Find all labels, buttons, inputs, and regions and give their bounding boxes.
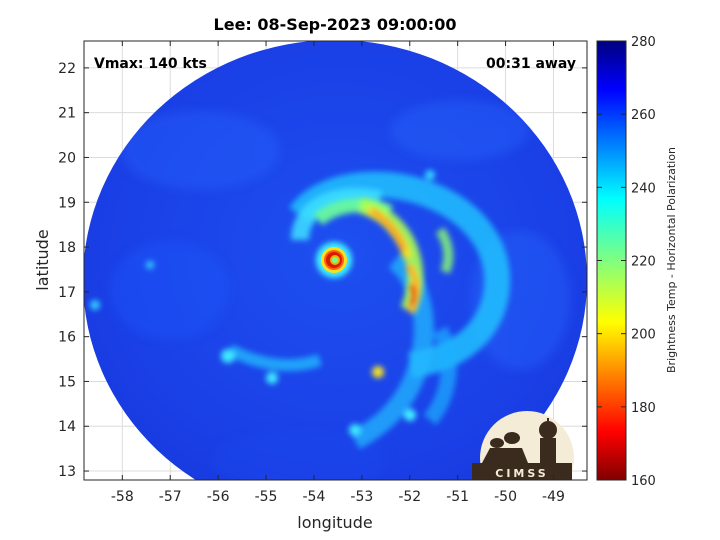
y-axis-label: latitude: [33, 229, 52, 290]
y-tick-label: 22: [58, 61, 76, 77]
x-tick-label: -49: [542, 489, 565, 505]
x-axis-label: longitude: [297, 513, 372, 532]
vmax-label: Vmax: 140 kts: [94, 56, 207, 72]
x-tick-label: -56: [207, 489, 230, 505]
colorbar-tick-label: 260: [631, 108, 656, 123]
colorbar-tick-label: 280: [631, 35, 656, 50]
x-tick-label: -52: [398, 489, 421, 505]
inner-rain-band: [313, 197, 454, 378]
brightness-temp-swath: [84, 41, 587, 480]
y-tick-label: 15: [58, 374, 76, 390]
y-tick-label: 17: [58, 285, 76, 301]
colorbar-tick-label: 240: [631, 181, 656, 196]
colorbar-ticks: 280 260 240 220 200 180 160: [597, 35, 656, 489]
x-tick-label: -51: [446, 489, 469, 505]
y-tick-label: 14: [58, 419, 76, 435]
y-tick-label: 13: [58, 464, 76, 480]
y-tick-label: 19: [58, 195, 76, 211]
time-offset-label: 00:31 away: [486, 56, 576, 72]
storm-eye: [316, 242, 352, 278]
x-tick-label: -50: [494, 489, 517, 505]
x-tick-label: -55: [255, 489, 278, 505]
y-tick-label: 18: [58, 240, 76, 256]
y-axis-ticks: 22 21 20 19 18 17 16 15 14 13: [58, 61, 587, 480]
colorbar-tick-label: 200: [631, 328, 656, 343]
x-tick-label: -58: [111, 489, 134, 505]
y-tick-label: 21: [58, 106, 76, 122]
colorbar-tick-label: 160: [631, 474, 656, 489]
x-tick-label: -53: [350, 489, 373, 505]
logo-text: CIMSS: [495, 467, 548, 480]
plot-area: CIMSS Vmax: 140 kts 00:31 away -58 -57 -56…: [58, 40, 588, 505]
colorbar-tick-label: 180: [631, 401, 656, 416]
colorbar-label: Brightness Temp - Horizontal Polarizatio…: [665, 147, 678, 373]
colorbar: 280 260 240 220 200 180 160 Brightness Temp - …: [596, 35, 678, 489]
y-tick-label: 20: [58, 150, 76, 166]
y-tick-label: 16: [58, 330, 76, 346]
x-axis-ticks: -58 -57 -56 -55 -54 -53 -52 -51 -50 -49: [111, 41, 565, 505]
figure-title: Lee: 08-Sep-2023 09:00:00: [214, 15, 457, 34]
x-tick-label: -54: [303, 489, 326, 505]
colorbar-tick-label: 220: [631, 255, 656, 270]
x-tick-label: -57: [159, 489, 182, 505]
axes-box: [83, 40, 588, 481]
cimss-logo: CIMSS: [472, 411, 574, 480]
